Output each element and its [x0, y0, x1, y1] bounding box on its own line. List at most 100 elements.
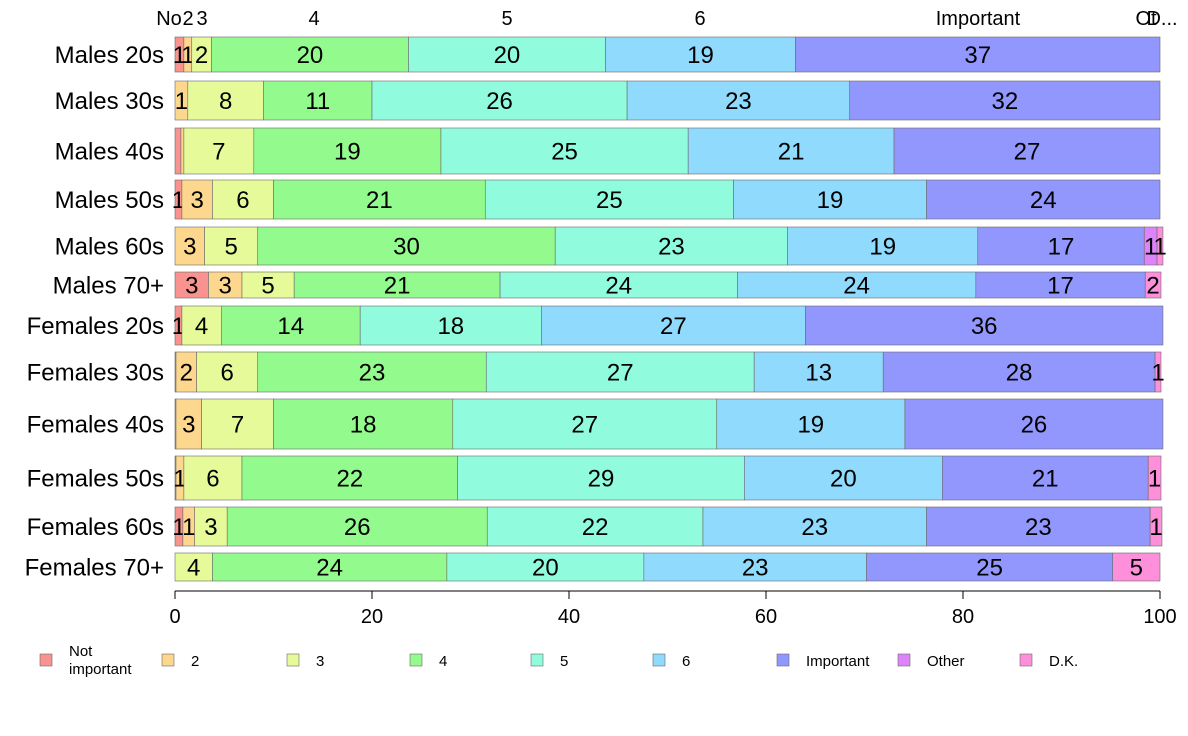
- data-label: 27: [1014, 139, 1041, 166]
- bar-segment: [702, 506, 927, 547]
- bar-segment: [904, 398, 1164, 450]
- data-label: 6: [206, 466, 219, 493]
- bar-segment: [174, 226, 205, 266]
- bar-segment: [1156, 226, 1164, 266]
- data-label: 24: [316, 555, 343, 582]
- bar-segment: [273, 398, 454, 450]
- data-label: 13: [805, 360, 832, 387]
- data-label: 23: [725, 88, 752, 115]
- bar-segment: [174, 127, 182, 175]
- bar-segment: [452, 398, 718, 450]
- data-label: 17: [1048, 234, 1075, 261]
- data-label: 27: [607, 360, 634, 387]
- legend-swatch: [652, 653, 666, 667]
- bar-segment: [211, 36, 409, 73]
- legend-swatch: [530, 653, 544, 667]
- data-label: 1: [1149, 514, 1162, 541]
- data-label: 32: [992, 88, 1019, 115]
- legend-label: 3: [316, 653, 324, 670]
- data-label: 19: [797, 412, 824, 439]
- legend-label: 6: [682, 653, 690, 670]
- bar-segment: [737, 271, 977, 299]
- data-label: 1: [173, 466, 186, 493]
- legend-swatch: [39, 653, 53, 667]
- bar-segment: [212, 179, 274, 220]
- x-tick-label: 0: [169, 606, 180, 628]
- legend-label: 2: [191, 653, 199, 670]
- bar-segment: [687, 127, 895, 175]
- bar-segment: [795, 36, 1161, 73]
- data-label: 6: [221, 360, 234, 387]
- data-label: 20: [532, 555, 559, 582]
- bar-segment: [181, 305, 222, 346]
- legend-item: D.K.: [1019, 653, 1078, 670]
- data-label: 23: [742, 555, 769, 582]
- top-label: D...: [1146, 8, 1177, 30]
- legend-label: Other: [927, 653, 965, 670]
- top-label: 6: [694, 8, 705, 30]
- bar-row: 3 3 5 21 24 24 17 2: [174, 271, 1162, 300]
- bar-segment: [643, 552, 867, 582]
- category-label: Males 40s: [55, 139, 164, 166]
- legend-item: 4: [409, 653, 447, 670]
- bar-segment: [226, 506, 488, 547]
- legend-label: 4: [439, 653, 447, 670]
- data-label: 3: [219, 273, 232, 300]
- top-label: 5: [501, 8, 512, 30]
- bar-segment: [977, 226, 1145, 266]
- data-label: 23: [1025, 514, 1052, 541]
- data-label: 3: [185, 273, 198, 300]
- category-label: Males 30s: [55, 88, 164, 115]
- data-label: 25: [976, 555, 1003, 582]
- bar-segment: [849, 80, 1161, 121]
- data-label: 26: [344, 514, 371, 541]
- data-label: 5: [1130, 555, 1143, 582]
- x-tick-label: 20: [361, 606, 383, 628]
- data-label: 26: [1021, 412, 1048, 439]
- bar-segment: [253, 127, 442, 175]
- legend-item: 2: [161, 653, 199, 670]
- bar-segment: [626, 80, 851, 121]
- data-label: 37: [964, 42, 991, 69]
- bar-segment: [220, 305, 361, 346]
- data-label: 27: [571, 412, 598, 439]
- category-label: Females 70+: [25, 555, 164, 582]
- bar-row: 1 4 14 18 27 36: [172, 305, 1164, 346]
- bar-segment: [359, 305, 542, 346]
- bar-segment: [263, 80, 373, 121]
- bar-row: 3 7 18 27 19 26: [174, 398, 1164, 450]
- data-label: 1: [172, 514, 185, 541]
- bar-row: 1 6 22 29 20 21 1: [173, 455, 1162, 501]
- category-label: Females 30s: [27, 360, 164, 387]
- bars-group: 11 2 20 20 19 371 8 11 26 23 327 19 25 21 271 3 6 21 25 19 2…: [172, 36, 1167, 582]
- data-label: 3: [182, 412, 195, 439]
- top-label: Ot: [1135, 8, 1157, 30]
- bar-segment: [457, 455, 745, 501]
- x-axis: 0 20 40 60 80 100: [169, 590, 1177, 628]
- bar-row: 4 24 20 23 25 5: [174, 552, 1161, 582]
- data-label: 1: [173, 42, 186, 69]
- data-label: 1: [1144, 234, 1157, 261]
- data-label: 8: [219, 88, 232, 115]
- bar-segment: [1149, 506, 1163, 547]
- bar-segment: [208, 271, 243, 299]
- data-label: 36: [971, 313, 998, 340]
- top-label: Important: [936, 8, 1021, 30]
- bar-segment: [181, 179, 213, 220]
- bar-segment: [241, 455, 458, 501]
- bar-segment: [408, 36, 606, 73]
- legend-label: Important: [806, 653, 870, 670]
- bar-row: 7 19 25 21 27: [174, 127, 1161, 175]
- data-label: 24: [843, 273, 870, 300]
- bar-segment: [605, 36, 796, 73]
- data-label: 21: [384, 273, 411, 300]
- bar-segment: [893, 127, 1161, 175]
- legend-item: Not important: [39, 643, 132, 678]
- data-label: 2: [1146, 273, 1159, 300]
- bar-segment: [180, 127, 185, 175]
- bar-segment: [753, 351, 884, 393]
- data-label: 25: [596, 187, 623, 214]
- data-label: 1: [1153, 234, 1166, 261]
- data-label: 18: [437, 313, 464, 340]
